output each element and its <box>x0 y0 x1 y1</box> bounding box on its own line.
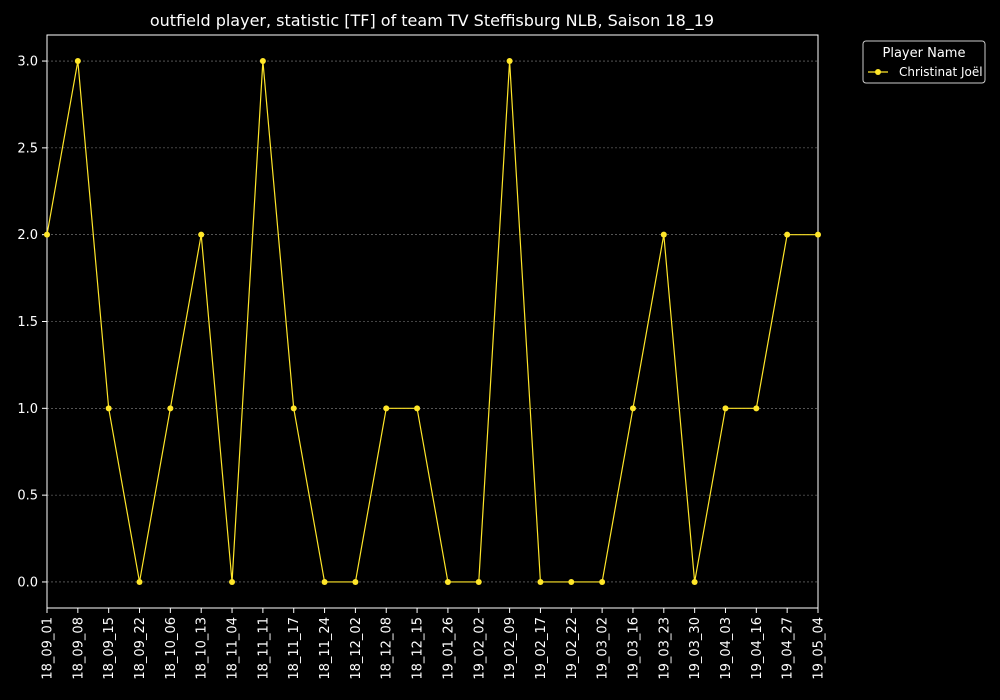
x-tick-label: 18_09_01 <box>41 617 56 680</box>
x-tick-label: 18_09_08 <box>71 617 86 680</box>
x-tick-label: 19_03_30 <box>688 617 703 680</box>
y-tick-label: 0.5 <box>17 489 38 504</box>
x-tick-label: 19_01_26 <box>441 617 456 680</box>
data-point <box>568 578 575 585</box>
x-tick-label: 18_12_02 <box>349 617 364 680</box>
data-point <box>444 578 451 585</box>
y-tick-label: 2.0 <box>17 228 38 243</box>
grid-lines <box>47 60 818 583</box>
x-tick-label: 18_09_22 <box>133 617 148 680</box>
data-point <box>660 231 667 238</box>
legend-marker <box>875 69 881 75</box>
data-point <box>506 58 513 65</box>
x-tick-label: 19_04_03 <box>719 617 734 680</box>
data-point <box>259 58 266 65</box>
data-point <box>753 405 760 412</box>
x-tick-label: 19_04_16 <box>750 617 765 680</box>
data-point <box>691 578 698 585</box>
x-tick-label: 18_11_17 <box>287 617 302 680</box>
x-tick-label: 18_09_15 <box>102 617 117 680</box>
data-point <box>44 231 50 238</box>
data-point <box>599 578 606 585</box>
x-tick-label: 18_10_06 <box>164 617 179 680</box>
y-tick-label: 1.0 <box>17 402 38 417</box>
x-tick-label: 19_04_27 <box>781 617 796 680</box>
chart-title: outfield player, statistic [TF] of team … <box>150 11 714 31</box>
x-tick-label: 18_11_24 <box>318 617 333 680</box>
data-series <box>44 58 821 585</box>
y-tick-label: 0.0 <box>17 575 38 590</box>
y-tick-label: 3.0 <box>17 55 38 70</box>
y-tick-label: 2.5 <box>17 141 38 156</box>
x-tick-label: 18_12_08 <box>380 617 395 680</box>
x-tick-label: 18_11_04 <box>226 617 241 680</box>
legend-series-label: Christinat Joël <box>899 65 983 79</box>
data-point <box>352 578 359 585</box>
x-tick-label: 19_02_02 <box>472 617 487 680</box>
data-point <box>537 578 544 585</box>
legend-title: Player Name <box>883 46 966 61</box>
data-point <box>290 405 297 412</box>
x-tick-label: 19_05_04 <box>812 617 827 680</box>
x-tick-label: 19_02_22 <box>565 617 580 680</box>
data-point <box>414 405 421 412</box>
data-point <box>321 578 328 585</box>
x-tick-label: 18_11_11 <box>256 617 271 680</box>
data-point <box>383 405 390 412</box>
x-tick-label: 18_12_15 <box>411 617 426 680</box>
data-point <box>475 578 482 585</box>
data-point <box>136 578 143 585</box>
x-tick-label: 19_03_16 <box>626 617 641 680</box>
data-point <box>815 231 821 238</box>
data-point <box>198 231 205 238</box>
x-tick-label: 19_02_09 <box>503 617 518 680</box>
series-line <box>46 60 818 583</box>
legend-box <box>862 40 986 84</box>
data-point <box>229 578 236 585</box>
axes: 0.0 0.5 1.0 1.5 2.0 2.5 3.0 18_09_01 18_09_08 18_… <box>17 34 827 680</box>
data-point <box>722 405 729 412</box>
data-point <box>784 231 791 238</box>
data-point <box>167 405 174 412</box>
legend: Player Name Christinat Joël <box>862 40 986 84</box>
plot-frame <box>46 34 819 609</box>
data-point <box>629 405 636 412</box>
x-tick-label: 18_10_13 <box>195 617 210 680</box>
x-tick-label: 19_02_17 <box>534 617 549 680</box>
y-tick-label: 1.5 <box>17 315 38 330</box>
x-tick-label: 19_03_23 <box>657 617 672 680</box>
data-point <box>105 405 112 412</box>
data-point <box>74 58 81 65</box>
x-tick-label: 19_03_02 <box>596 617 611 680</box>
